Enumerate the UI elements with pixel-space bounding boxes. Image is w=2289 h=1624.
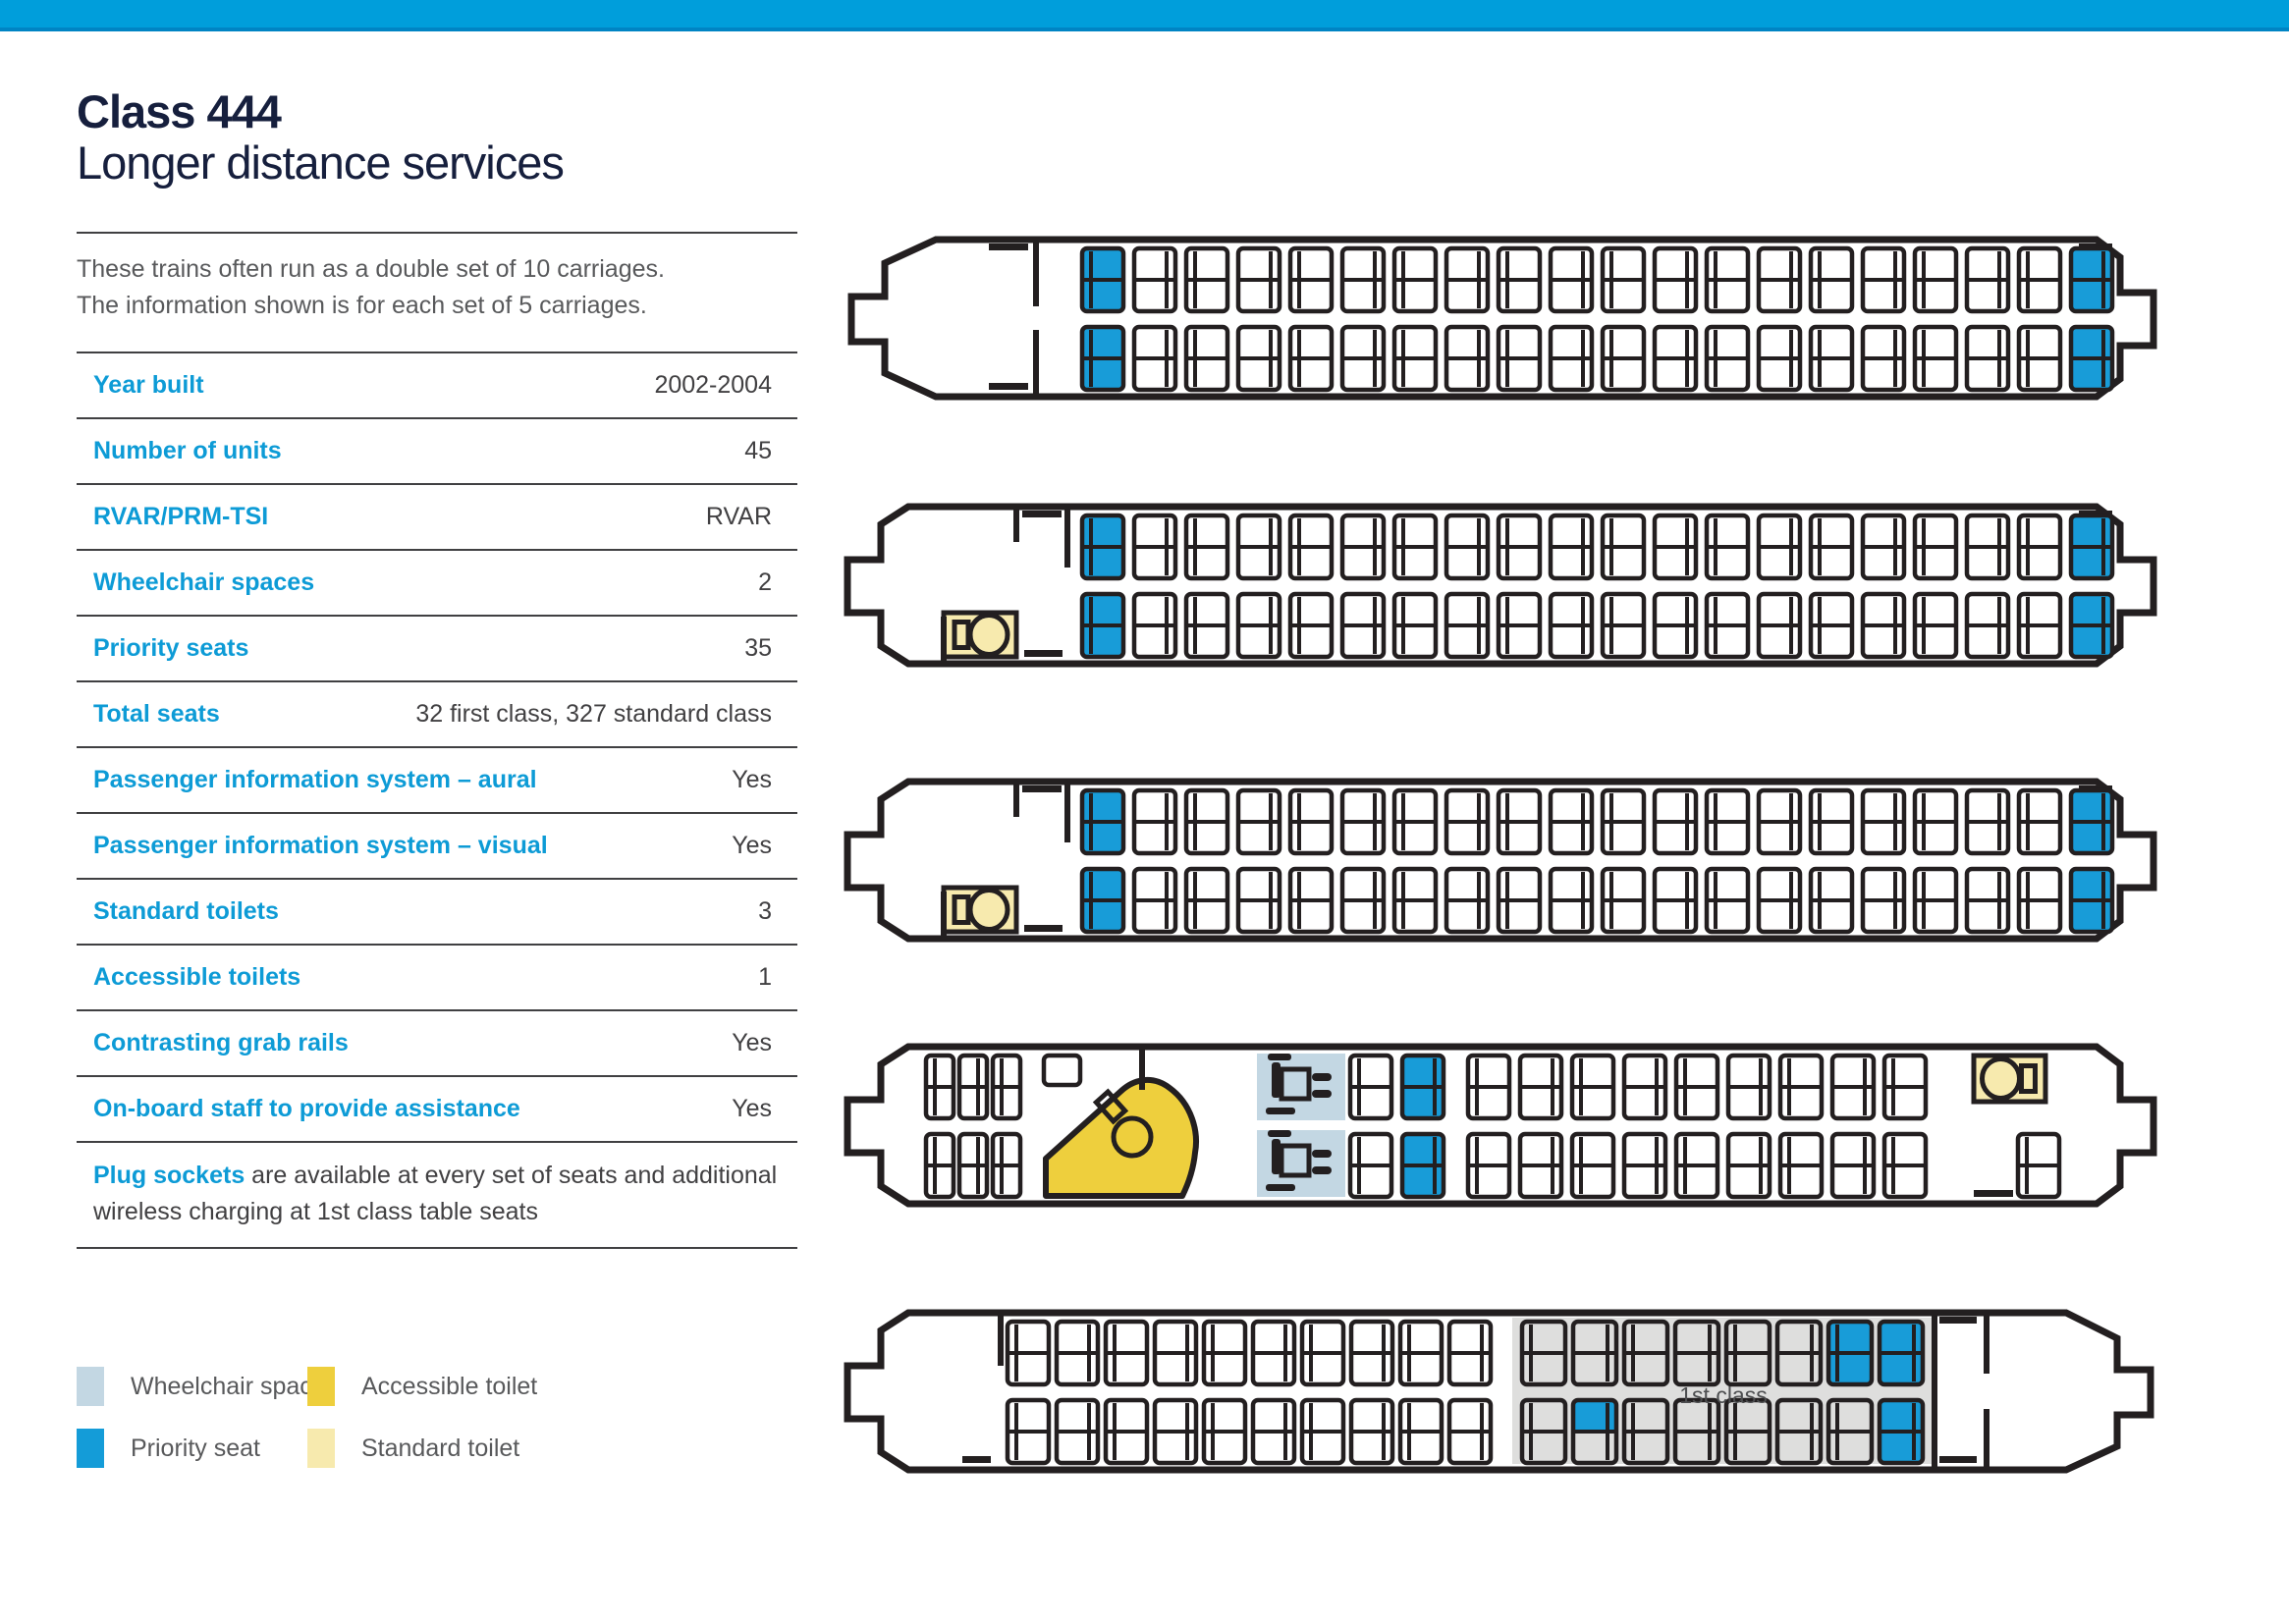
carriage-5-diagram: 1st class [844, 1309, 2154, 1474]
intro-line-1: These trains often run as a double set o… [77, 255, 665, 283]
table-row: Accessible toilets 1 [77, 944, 797, 1009]
legend-label: Wheelchair space [131, 1373, 326, 1400]
legend-swatch [77, 1429, 104, 1468]
page-title: Class 444 [77, 85, 282, 137]
carriage-1-diagram [847, 236, 2157, 401]
table-row: On-board staff to provide assistance Yes [77, 1075, 797, 1141]
legend-item: Standard toilet [307, 1429, 519, 1468]
spec-label: Passenger information system – aural [93, 766, 537, 793]
first-class-label: 1st class [1679, 1382, 1767, 1408]
legend-item: Priority seat [77, 1429, 260, 1468]
table-row: Total seats 32 first class, 327 standard … [77, 680, 797, 746]
spec-value: 3 [758, 897, 772, 925]
title-block: Class 444 Longer distance services [77, 86, 803, 189]
spec-label: Wheelchair spaces [93, 568, 315, 596]
table-row: Passenger information system – visual Yes [77, 812, 797, 878]
spec-value: Yes [732, 1095, 772, 1122]
legend-label: Priority seat [131, 1435, 260, 1462]
spec-label: Standard toilets [93, 897, 279, 925]
spec-label: On-board staff to provide assistance [93, 1095, 520, 1122]
table-row: Standard toilets 3 [77, 878, 797, 944]
intro-line-2: The information shown is for each set of… [77, 292, 647, 319]
spec-value: Yes [732, 766, 772, 793]
legend-item: Accessible toilet [307, 1367, 537, 1406]
spec-value: Yes [732, 832, 772, 859]
carriage-4-diagram [844, 1043, 2157, 1208]
spec-label: Number of units [93, 437, 282, 464]
spec-label: Total seats [93, 700, 220, 728]
page-subtitle: Longer distance services [77, 136, 565, 189]
legend-swatch [77, 1367, 104, 1406]
spec-value: 35 [744, 634, 772, 662]
table-row: Wheelchair spaces 2 [77, 549, 797, 615]
spec-value: 2002-2004 [654, 371, 772, 399]
table-row: Passenger information system – aural Yes [77, 746, 797, 812]
legend-swatch [307, 1429, 335, 1468]
legend-label: Standard toilet [361, 1435, 520, 1462]
carriage-2-diagram [844, 503, 2157, 668]
spec-value: 2 [758, 568, 772, 596]
spec-label: Priority seats [93, 634, 249, 662]
spec-label: RVAR/PRM-TSI [93, 503, 269, 530]
intro-text: These trains often run as a double set o… [77, 251, 803, 324]
plug-sockets-note: Plug sockets are available at every set … [77, 1141, 797, 1249]
spec-value: RVAR [705, 503, 772, 530]
table-row: RVAR/PRM-TSI RVAR [77, 483, 797, 549]
table-row: Year built 2002-2004 [77, 352, 797, 417]
carriage-3-diagram [844, 778, 2157, 943]
legend-label: Accessible toilet [361, 1373, 538, 1400]
note-lead: Plug sockets [93, 1162, 245, 1189]
title-divider [77, 232, 797, 234]
spec-label: Accessible toilets [93, 963, 301, 991]
spec-value: 45 [744, 437, 772, 464]
table-row: Priority seats 35 [77, 615, 797, 680]
top-accent-bar-edge [0, 27, 2289, 31]
spec-value: 32 first class, 327 standard class [415, 700, 772, 728]
table-row: Number of units 45 [77, 417, 797, 483]
legend-swatch [307, 1367, 335, 1406]
spec-value: Yes [732, 1029, 772, 1056]
top-accent-bar [0, 0, 2289, 27]
table-row: Contrasting grab rails Yes [77, 1009, 797, 1075]
note-rest: are available at every set of seats and … [93, 1162, 778, 1225]
spec-label: Year built [93, 371, 204, 399]
spec-table: Year built 2002-2004 Number of units 45 RVAR… [77, 352, 797, 1249]
spec-label: Passenger information system – visual [93, 832, 548, 859]
spec-value: 1 [758, 963, 772, 991]
legend-item: Wheelchair space [77, 1367, 326, 1406]
spec-label: Contrasting grab rails [93, 1029, 349, 1056]
